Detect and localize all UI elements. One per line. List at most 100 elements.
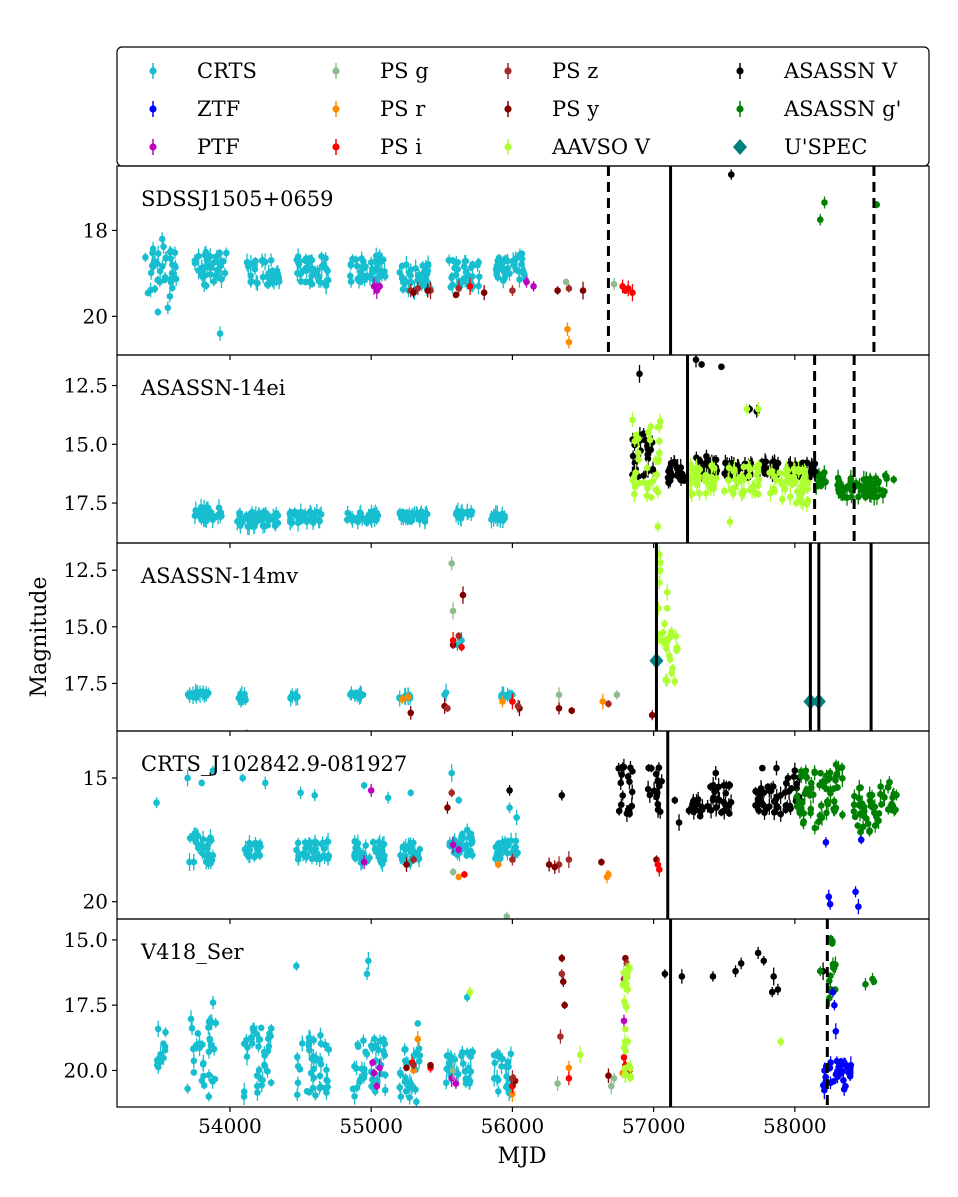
legend-label-ps-y: PS y <box>552 97 599 121</box>
legend-marker-aavso-v <box>504 143 512 151</box>
legend-entry-asassn-v: ASASSN V <box>736 59 898 83</box>
data-point <box>407 272 414 279</box>
data-point <box>832 761 840 768</box>
data-point <box>499 698 506 705</box>
data-point <box>403 1064 410 1072</box>
data-point <box>449 841 457 849</box>
data-point <box>299 1040 306 1047</box>
data-point <box>360 858 368 866</box>
data-point <box>205 1093 213 1100</box>
data-point <box>555 705 563 712</box>
data-point <box>297 789 304 797</box>
data-point <box>859 823 867 831</box>
data-point <box>316 1084 323 1092</box>
data-point <box>449 607 457 615</box>
data-point <box>605 1072 612 1079</box>
data-point <box>441 691 448 699</box>
data-point <box>625 1062 633 1069</box>
data-point <box>816 216 824 223</box>
legend-entry-ps-r: PS r <box>332 97 426 121</box>
data-point <box>555 691 563 699</box>
data-point <box>205 1024 212 1031</box>
data-point <box>373 1076 381 1083</box>
data-point <box>405 843 413 850</box>
data-point <box>715 783 722 791</box>
data-point <box>776 469 784 477</box>
data-point <box>834 474 842 482</box>
data-point <box>265 269 272 277</box>
data-point <box>324 267 331 275</box>
data-point <box>241 694 249 701</box>
data-point <box>558 970 566 978</box>
data-point <box>671 678 678 685</box>
data-point <box>720 798 727 806</box>
data-point <box>360 782 368 789</box>
data-point <box>656 437 663 445</box>
panel-v418-ser: 15.0 17.5 20.0 V418_Ser <box>63 918 930 1112</box>
data-point <box>351 1092 358 1100</box>
data-point <box>453 509 460 516</box>
data-point <box>243 1053 251 1060</box>
y-tick-label: 20.0 <box>63 1058 108 1082</box>
data-point <box>770 798 778 805</box>
data-point <box>444 705 451 712</box>
data-point <box>448 560 455 567</box>
data-point <box>512 266 520 273</box>
data-point <box>565 1064 573 1072</box>
data-point <box>710 482 718 489</box>
data-point <box>166 293 174 300</box>
data-point <box>267 1079 275 1086</box>
data-point <box>164 304 172 312</box>
data-point <box>565 1074 573 1082</box>
data-point <box>662 676 669 684</box>
data-point <box>306 1046 313 1054</box>
data-point <box>732 476 739 483</box>
data-point <box>605 871 612 878</box>
data-point <box>834 784 841 791</box>
data-point <box>209 999 217 1006</box>
data-point <box>221 269 229 277</box>
legend-label-ps-r: PS r <box>380 97 426 121</box>
data-point <box>730 467 737 475</box>
legend-label-aavso-v: AAVSO V <box>551 135 651 159</box>
data-point <box>261 1052 269 1060</box>
data-point <box>495 840 502 847</box>
data-point <box>761 470 769 477</box>
data-point <box>784 467 792 475</box>
data-point <box>302 266 310 274</box>
panel-title: ASASSN-14mv <box>140 564 298 588</box>
data-point <box>773 764 780 772</box>
data-point <box>610 280 618 288</box>
data-point <box>194 1030 202 1037</box>
data-point <box>494 257 502 265</box>
data-point <box>264 1035 272 1042</box>
data-point <box>348 690 355 697</box>
data-point <box>302 255 310 262</box>
data-point <box>726 518 734 526</box>
data-point <box>855 493 862 501</box>
data-point <box>755 807 763 814</box>
data-point <box>406 1094 413 1101</box>
data-point <box>311 792 319 799</box>
data-point <box>381 1040 389 1048</box>
data-point <box>206 1035 213 1043</box>
data-point <box>297 278 305 285</box>
y-tick-label: 15 <box>83 766 108 790</box>
data-point <box>646 436 654 444</box>
data-point <box>354 518 362 526</box>
data-point <box>824 800 832 808</box>
data-point <box>402 1087 410 1095</box>
data-point <box>800 809 808 817</box>
data-point <box>875 486 883 494</box>
data-point <box>509 257 517 265</box>
data-point <box>322 282 330 289</box>
data-point <box>797 488 805 496</box>
data-point <box>314 267 321 275</box>
data-point <box>878 801 885 808</box>
data-point <box>723 806 731 814</box>
data-point <box>655 866 663 873</box>
data-point <box>323 277 331 284</box>
data-point <box>804 485 812 493</box>
data-point <box>822 839 830 846</box>
y-tick-label: 17.5 <box>63 491 108 515</box>
